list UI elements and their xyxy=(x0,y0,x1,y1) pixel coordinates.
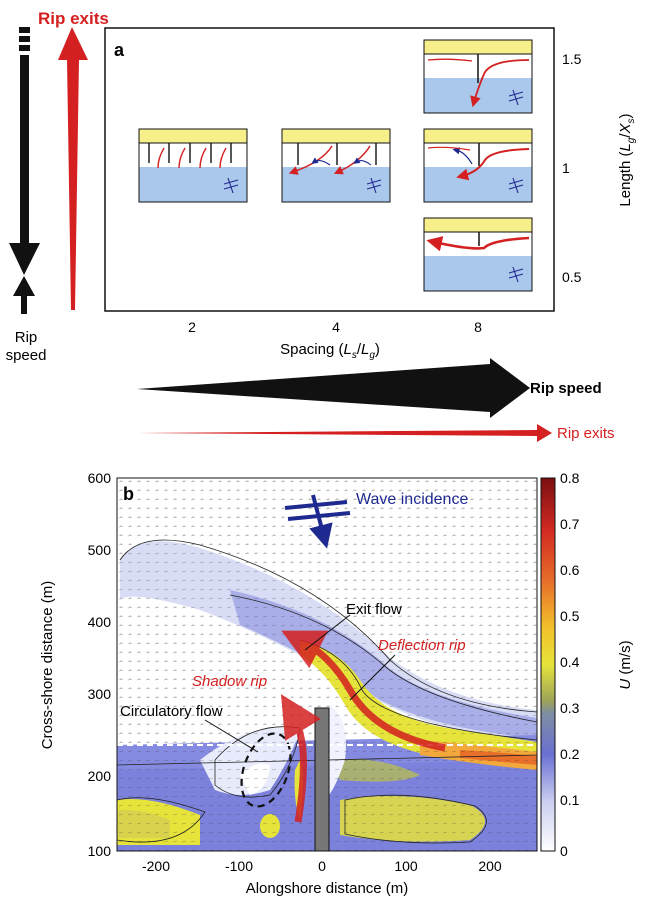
y-tick-500: 500 xyxy=(88,542,112,558)
rip-speed-label-line1: Rip xyxy=(15,329,38,346)
x-tick-200: 200 xyxy=(478,858,502,874)
panel-a-label: a xyxy=(114,40,125,60)
x-tick-m100: -100 xyxy=(225,858,253,874)
panel-a-x-axis: 2 4 8 Spacing (Ls/Lg) xyxy=(188,319,482,361)
wave-incidence-label: Wave incidence xyxy=(356,491,468,508)
shadow-rip-label: Shadow rip xyxy=(192,673,267,690)
mini-diagram-s8-l0.5 xyxy=(423,217,533,292)
y-tick-1.5: 1.5 xyxy=(562,51,582,67)
cbar-tick-0: 0 xyxy=(560,843,568,859)
cbar-tick-0.7: 0.7 xyxy=(560,516,580,532)
cbar-tick-0.8: 0.8 xyxy=(560,470,580,486)
dash-mark xyxy=(19,45,30,51)
panel-b-y-label: Cross-shore distance (m) xyxy=(39,581,56,749)
mini-diagram-s2-l1 xyxy=(138,128,248,203)
rip-speed-black-arrow-up xyxy=(13,276,35,314)
panel-a-x-label: Spacing (Ls/Lg) xyxy=(280,341,380,361)
cbar-tick-0.2: 0.2 xyxy=(560,746,580,762)
cbar-tick-0.4: 0.4 xyxy=(560,654,580,670)
panel-b-x-label: Alongshore distance (m) xyxy=(246,880,409,897)
colorbar: 0.8 0.7 0.6 0.5 0.4 0.3 0.2 0.1 0 U (m/s… xyxy=(540,470,634,859)
x-tick-0: 0 xyxy=(318,858,326,874)
bottom-arrows: Rip speed Rip exits xyxy=(137,358,615,442)
panel-a-y-label: Length (Lg/Xs) xyxy=(617,113,637,206)
dash-mark xyxy=(19,27,30,33)
circulatory-flow-label: Circulatory flow xyxy=(120,703,223,720)
panel-a: a xyxy=(104,27,637,361)
rip-speed-black-arrow-down xyxy=(9,243,40,275)
panel-a-frame xyxy=(104,27,555,312)
cbar-tick-0.6: 0.6 xyxy=(560,562,580,578)
panel-b-x-axis: -200 -100 0 100 200 Alongshore distance … xyxy=(142,858,502,897)
y-tick-100: 100 xyxy=(88,843,112,859)
y-tick-0.5: 0.5 xyxy=(562,269,582,285)
deflection-rip-arrow xyxy=(281,630,446,752)
circulatory-leader xyxy=(204,719,259,753)
cbar-tick-0.5: 0.5 xyxy=(560,608,580,624)
y-tick-400: 400 xyxy=(88,614,112,630)
rip-exits-label-top: Rip exits xyxy=(38,9,109,28)
x-tick-100: 100 xyxy=(394,858,418,874)
mini-diagram-s4-l1 xyxy=(281,128,391,203)
panel-b-map xyxy=(117,478,537,851)
rip-speed-label-bottom: Rip speed xyxy=(530,380,602,397)
panel-b: b Wave incidence Exit flow Deflection ri… xyxy=(39,470,634,897)
groin xyxy=(314,707,330,851)
colorbar-label: U (m/s) xyxy=(617,640,634,689)
y-tick-600: 600 xyxy=(88,470,112,486)
deflection-leader xyxy=(349,654,396,701)
deflection-rip-label: Deflection rip xyxy=(378,637,466,654)
cbar-tick-0.1: 0.1 xyxy=(560,792,580,808)
exit-flow-label: Exit flow xyxy=(346,601,402,618)
exit-flow-leader xyxy=(304,614,351,651)
x-tick-2: 2 xyxy=(188,319,196,335)
rip-exits-red-wedge xyxy=(137,424,552,442)
wave-incidence-symbol xyxy=(284,494,351,549)
rip-speed-black-shaft xyxy=(20,55,29,243)
x-tick-4: 4 xyxy=(332,319,340,335)
panel-b-label: b xyxy=(123,484,134,504)
y-tick-200: 200 xyxy=(88,768,112,784)
shadow-rip-arrow xyxy=(281,694,321,823)
left-arrows: Rip exits Rip speed xyxy=(6,9,109,364)
mini-diagram-s8-l1 xyxy=(423,128,533,203)
rip-exits-label-bottom: Rip exits xyxy=(557,425,615,442)
dash-mark xyxy=(19,36,30,42)
rip-speed-black-wedge xyxy=(137,358,530,418)
cbar-tick-0.3: 0.3 xyxy=(560,700,580,716)
y-tick-1: 1 xyxy=(562,160,570,176)
colorbar-gradient xyxy=(540,477,556,852)
rip-speed-label-line2: speed xyxy=(6,347,47,364)
mini-diagram-s8-l1.5 xyxy=(423,39,533,114)
panel-b-y-axis: 600 500 400 300 200 100 Cross-shore dist… xyxy=(39,470,111,859)
rip-exits-red-arrow xyxy=(58,27,88,310)
panel-b-frame xyxy=(116,477,538,852)
y-tick-300: 300 xyxy=(88,686,112,702)
x-tick-m200: -200 xyxy=(142,858,170,874)
panel-a-y-axis: 1.5 1 0.5 Length (Lg/Xs) xyxy=(562,51,637,285)
x-tick-8: 8 xyxy=(474,319,482,335)
